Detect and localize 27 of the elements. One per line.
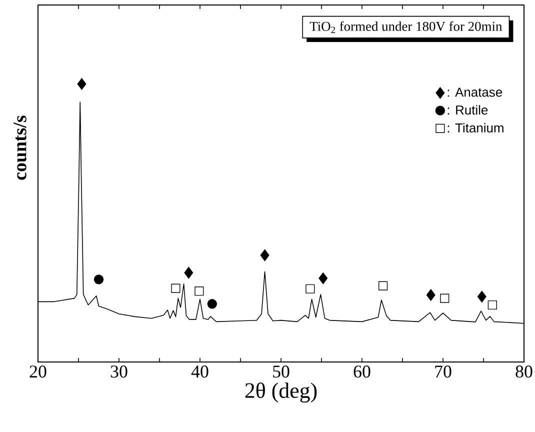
point <box>94 274 104 284</box>
legend-label: : Rutile <box>448 105 488 115</box>
x-tick-label: 60 <box>354 366 370 378</box>
point <box>77 78 86 90</box>
point <box>207 299 217 309</box>
x-tick-label: 20 <box>30 366 46 378</box>
chart-title: TiO$_{2}$ formed under 180V for 20min <box>310 21 502 33</box>
point <box>318 272 328 284</box>
x-tick-label: 40 <box>191 366 208 378</box>
y-axis-title: counts/s <box>14 116 26 180</box>
point <box>171 284 180 293</box>
point <box>426 289 436 301</box>
legend-label: : Anatase <box>448 88 502 97</box>
point <box>378 281 388 290</box>
x-tick-label: 30 <box>110 366 128 378</box>
x-tick-label: 80 <box>516 366 532 378</box>
point <box>477 290 486 303</box>
point <box>184 266 194 279</box>
x-tick-label: 50 <box>273 366 290 378</box>
point <box>488 300 497 310</box>
point <box>260 249 270 262</box>
point <box>306 284 315 294</box>
x-axis-title: 2θ (deg) <box>245 382 317 403</box>
x-tick-label: 70 <box>435 366 452 378</box>
legend-label: : Titanium <box>448 122 504 132</box>
point <box>194 286 204 296</box>
point <box>440 294 450 303</box>
